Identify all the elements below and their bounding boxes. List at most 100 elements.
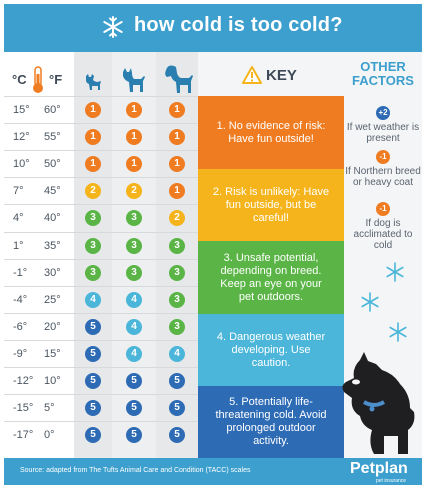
factor-text: If dog is acclimated to cold [353,218,413,251]
risk-badge: 1 [169,129,185,146]
key-text: 1. No evidence of risk: Have fun outside… [216,119,326,145]
celsius-value: -1° [13,266,28,279]
footer-bar: Source: adapted from The Tufts Animal Ca… [4,458,422,485]
risk-badge: 4 [169,345,185,362]
snowflake-icon [103,16,123,38]
celsius-label: °C [12,72,27,87]
risk-badge: 1 [126,156,142,173]
celsius-value: 1° [13,239,24,252]
risk-badge: 3 [126,264,142,281]
risk-badge: 1 [126,129,142,146]
thermometer-icon [33,66,43,93]
risk-badge: 1 [126,102,142,118]
factor-text: If wet weather is present [346,122,420,144]
snowflake-icon [361,292,379,312]
risk-badge: 1 [85,156,101,173]
factor-text: If Northern breed or heavy coat [345,166,421,188]
celsius-value: 10° [13,158,30,171]
risk-badge: 5 [85,427,101,444]
fahrenheit-value: 60° [44,104,61,116]
row-divider [4,258,198,260]
key-label: KEY [266,67,297,84]
celsius-value: -6° [13,320,28,333]
celsius-value: -15° [13,402,34,415]
medium-dog-column [112,52,156,458]
medium-dog-icon [123,68,145,92]
fahrenheit-value: 45° [44,185,61,198]
risk-badge: 5 [126,400,142,417]
risk-badge: 3 [85,264,101,281]
risk-badge: 4 [126,291,142,308]
risk-badge: 1 [169,156,185,173]
fahrenheit-value: 40° [44,212,61,225]
infographic: how cold is too cold? °C °F KEY 15° 60° 1 1… [4,4,422,485]
risk-badge: 5 [169,373,185,389]
large-dog-column [156,52,198,458]
scottish-terrier-illustration [342,352,415,454]
fahrenheit-value: 35° [44,239,61,252]
key-text: 3. Unsafe potential, depending on breed.… [220,251,322,303]
risk-badge: 3 [126,237,142,254]
risk-badge: 5 [85,318,101,335]
celsius-value: 4° [13,212,24,225]
small-dog-icon [86,74,101,90]
key-band-1: 1. No evidence of risk: Have fun outside… [198,96,344,169]
other-factors-title: OTHER FACTORS [352,59,414,88]
snowflake-icon [389,322,407,342]
row-divider [4,177,198,179]
row-divider [4,285,198,287]
risk-badge: 3 [85,210,101,227]
risk-badge: 1 [169,102,185,118]
risk-badge: 2 [169,210,185,227]
fahrenheit-value: 55° [44,131,61,144]
factor-badge: -1 [376,150,390,164]
risk-badge: 2 [85,183,101,200]
risk-badge: 5 [169,427,185,444]
snowflake-icon [386,262,404,282]
risk-badge: 4 [85,291,101,308]
celsius-value: 15° [13,104,30,116]
large-dog-icon [165,65,193,93]
fahrenheit-value: 10° [44,375,61,387]
celsius-value: -4° [13,293,28,306]
factor-badge: +2 [376,106,390,120]
risk-badge: 3 [169,237,185,254]
fahrenheit-value: 5° [44,402,55,415]
fahrenheit-label: °F [49,72,63,87]
celsius-value: -12° [13,375,34,387]
fahrenheit-value: 20° [44,320,61,333]
key-band-3: 3. Unsafe potential, depending on breed.… [198,241,344,314]
row-divider [4,394,198,396]
brand-logo: Petplan [350,460,408,477]
warning-icon [242,66,262,84]
risk-badge: 1 [169,183,185,200]
fahrenheit-value: 50° [44,158,61,171]
factor-badge: -1 [376,202,390,216]
risk-badge: 5 [85,373,101,389]
row-divider [4,312,198,314]
key-band-5: 5. Potentially life-threatening cold. Av… [198,386,344,458]
source-note: Source: adapted from The Tufts Animal Ca… [20,467,251,474]
risk-badge: 4 [126,345,142,362]
row-divider [4,339,198,341]
risk-badge: 5 [126,373,142,389]
row-divider [4,204,198,206]
brand-tagline: pet insurance [376,478,407,484]
risk-badge: 3 [169,264,185,281]
celsius-value: 7° [13,185,24,198]
row-divider [4,123,198,125]
row-divider [4,421,198,423]
risk-badge: 5 [85,345,101,362]
risk-badge: 5 [85,400,101,417]
risk-badge: 3 [126,210,142,227]
row-divider [4,367,198,368]
risk-badge: 4 [126,318,142,335]
fahrenheit-value: 30° [44,266,61,279]
small-dog-column [74,52,112,458]
key-band-2: 2. Risk is unlikely: Have fun outside, b… [198,169,344,241]
celsius-value: -17° [13,429,34,442]
fahrenheit-value: 25° [44,293,61,306]
key-band-4: 4. Dangerous weather developing. Use cau… [198,314,344,386]
key-text: 5. Potentially life-threatening cold. Av… [215,396,327,447]
risk-badge: 3 [169,318,185,335]
